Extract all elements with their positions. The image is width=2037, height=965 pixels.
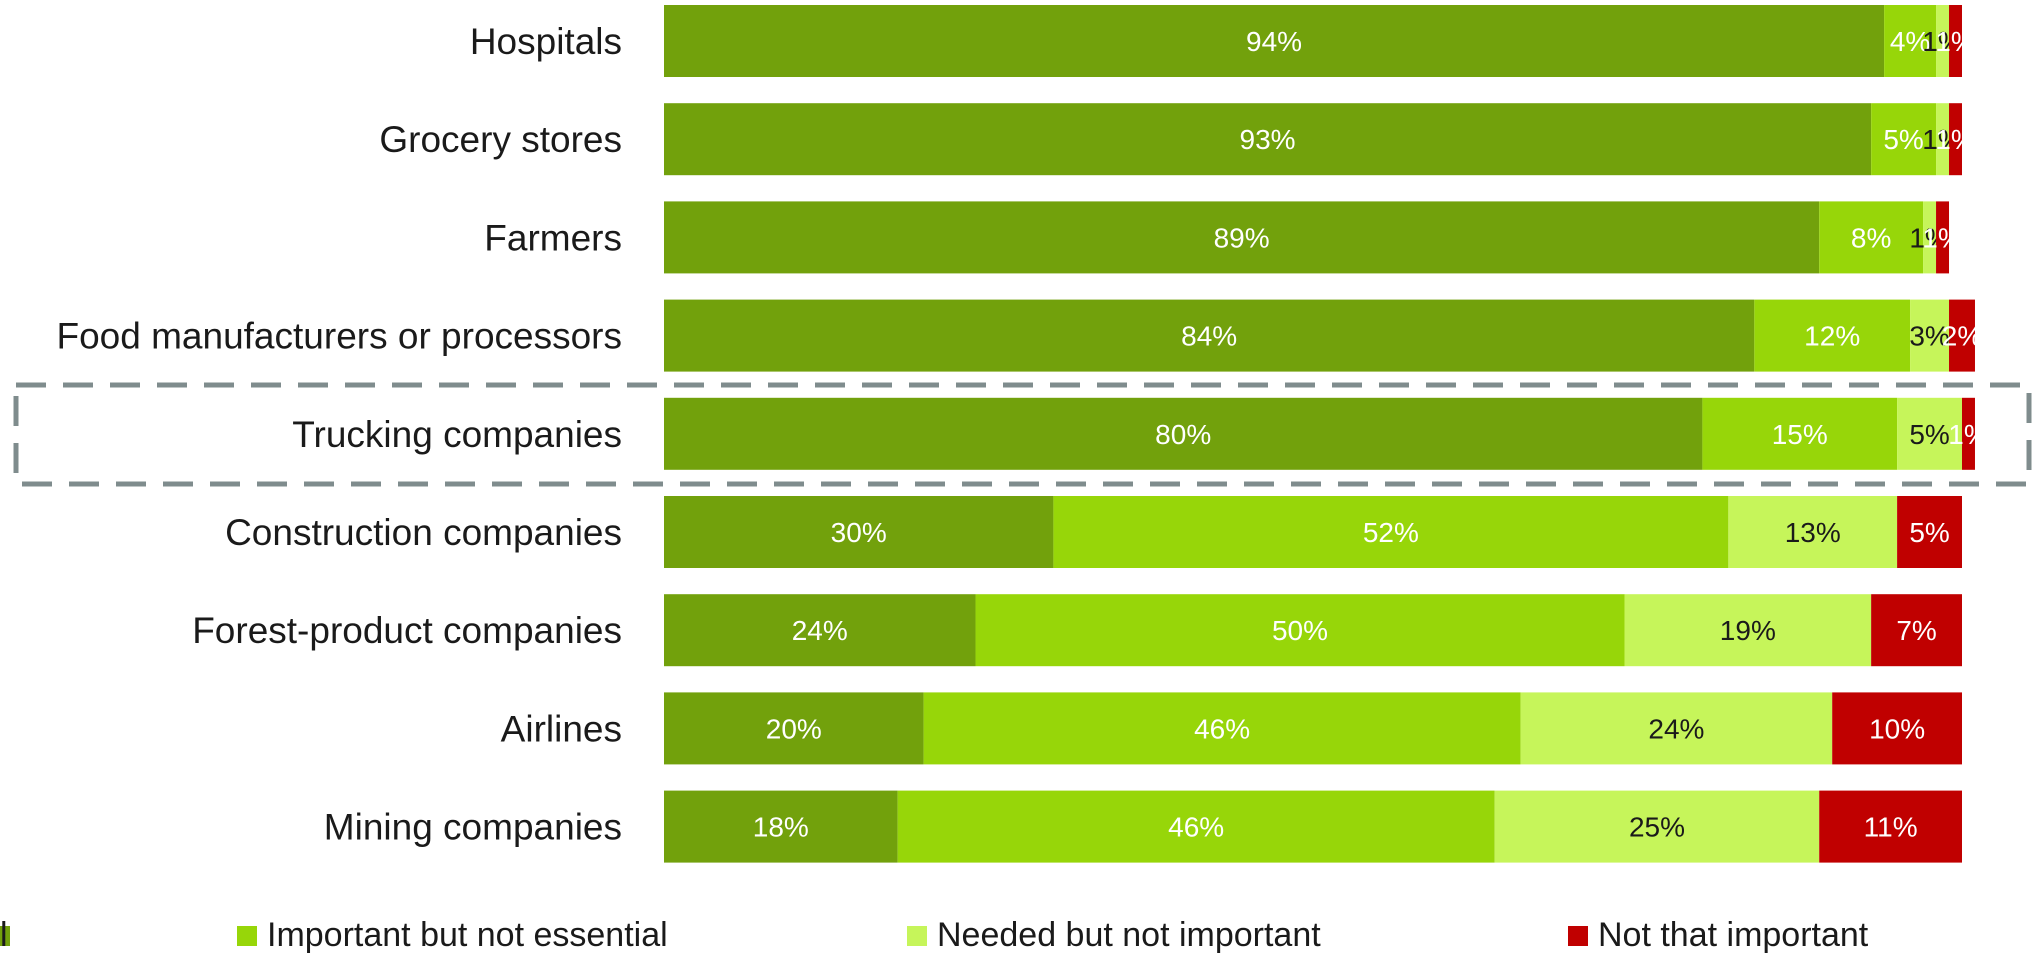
bar-segment-grocery-stores-s1 — [1871, 103, 1937, 176]
bar-segment-hospitals-s3 — [1949, 5, 1962, 77]
data-label-airlines-s2: 24% — [1648, 713, 1704, 744]
legend-label-s3: Not that important — [1598, 916, 1869, 954]
legend-swatch-s0 — [0, 926, 10, 946]
legend-label-s2: Needed but not important — [937, 916, 1321, 954]
bar-segment-airlines-s0 — [664, 692, 924, 765]
bar-segment-airlines-s3 — [1832, 692, 1962, 765]
data-label-forest-product-companies-s0: 24% — [792, 615, 848, 646]
data-label-trucking-companies-s1: 15% — [1772, 419, 1828, 450]
data-label-food-manufacturers-or-processors-s2: 3% — [1909, 321, 1949, 352]
bar-segment-forest-product-companies-s1 — [975, 594, 1625, 667]
data-label-construction-companies-s1: 52% — [1363, 517, 1419, 548]
data-label-forest-product-companies-s1: 50% — [1272, 615, 1328, 646]
bar-segment-food-manufacturers-or-processors-s3 — [1949, 299, 1975, 372]
bar-segment-food-manufacturers-or-processors-s1 — [1754, 299, 1911, 372]
bar-segment-airlines-s1 — [923, 692, 1521, 765]
bar-segment-trucking-companies-s2 — [1897, 397, 1962, 470]
bar-segment-trucking-companies-s1 — [1702, 397, 1898, 470]
bar-segment-farmers-s3 — [1936, 201, 1950, 274]
data-label-grocery-stores-s0: 93% — [1240, 124, 1296, 155]
data-label-mining-companies-s0: 18% — [753, 812, 809, 843]
data-label-grocery-stores-s1: 5% — [1883, 124, 1923, 155]
bar-segment-forest-product-companies-s2 — [1624, 594, 1872, 667]
legend-swatch-s1 — [237, 926, 257, 946]
data-label-food-manufacturers-or-processors-s3: 2% — [1942, 321, 1982, 352]
bar-segment-farmers-s1 — [1819, 201, 1924, 274]
data-label-construction-companies-s3: 5% — [1909, 517, 1949, 548]
bar-segment-forest-product-companies-s0 — [664, 594, 976, 667]
category-label-construction-companies: Construction companies — [225, 512, 622, 553]
bar-segment-grocery-stores-s0 — [664, 103, 1872, 176]
data-label-hospitals-s1: 4% — [1890, 26, 1930, 57]
bar-segment-food-manufacturers-or-processors-s2 — [1910, 299, 1950, 372]
data-label-mining-companies-s1: 46% — [1168, 812, 1224, 843]
bar-segment-construction-companies-s0 — [664, 496, 1054, 568]
category-label-farmers: Farmers — [484, 217, 622, 258]
bar-segment-hospitals-s0 — [664, 5, 1885, 77]
data-label-airlines-s0: 20% — [766, 713, 822, 744]
legend-swatch-s3 — [1568, 926, 1588, 946]
bars: 94% 4%1%1%93% 5%1%1%89% 8% 1%1%84% 12% 3%2%80%… — [664, 5, 1989, 863]
data-label-farmers-s1: 8% — [1851, 222, 1891, 253]
bar-segment-farmers-s0 — [664, 201, 1820, 274]
bar-segment-mining-companies-s2 — [1494, 790, 1820, 863]
category-label-food-manufacturers-or-processors: Food manufacturers or processors — [56, 316, 622, 357]
category-label-grocery-stores: Grocery stores — [379, 119, 622, 160]
data-label-food-manufacturers-or-processors-s0: 84% — [1181, 321, 1237, 352]
data-label-farmers-s3: 1% — [1922, 222, 1962, 253]
bar-segment-airlines-s2 — [1520, 692, 1833, 765]
category-labels: Hospitals Grocery stores Farmers Food manuf… — [56, 21, 622, 848]
bar-segment-trucking-companies-s0 — [664, 397, 1703, 470]
data-label-forest-product-companies-s3: 7% — [1896, 615, 1936, 646]
data-label-construction-companies-s2: 13% — [1785, 517, 1841, 548]
bar-segment-trucking-companies-s3 — [1962, 397, 1975, 470]
bar-segment-hospitals-s2 — [1936, 5, 1950, 77]
legend-label-s0: l — [0, 916, 8, 954]
bar-segment-grocery-stores-s2 — [1936, 103, 1950, 176]
bar-segment-mining-companies-s0 — [664, 790, 898, 863]
legend-swatch-s2 — [907, 926, 927, 946]
data-label-grocery-stores-s3: 1% — [1935, 124, 1975, 155]
category-label-forest-product-companies: Forest-product companies — [192, 610, 622, 651]
highlight-box — [13, 382, 2032, 487]
data-label-construction-companies-s0: 30% — [831, 517, 887, 548]
data-label-food-manufacturers-or-processors-s1: 12% — [1804, 321, 1860, 352]
data-label-mining-companies-s2: 25% — [1629, 812, 1685, 843]
data-label-airlines-s1: 46% — [1194, 713, 1250, 744]
data-label-airlines-s3: 10% — [1869, 713, 1925, 744]
legend-label-s1: Important but not essential — [267, 916, 668, 954]
category-label-hospitals: Hospitals — [470, 21, 622, 62]
bar-segment-forest-product-companies-s3 — [1871, 594, 1962, 667]
bar-segment-construction-companies-s2 — [1728, 496, 1898, 568]
data-label-forest-product-companies-s2: 19% — [1720, 615, 1776, 646]
bar-segment-mining-companies-s3 — [1819, 790, 1962, 863]
bar-segment-construction-companies-s3 — [1897, 496, 1962, 568]
data-label-hospitals-s0: 94% — [1246, 26, 1302, 57]
bar-segment-construction-companies-s1 — [1053, 496, 1729, 568]
bar-segment-mining-companies-s1 — [897, 790, 1495, 863]
data-label-trucking-companies-s0: 80% — [1155, 419, 1211, 450]
category-label-mining-companies: Mining companies — [324, 807, 622, 848]
data-label-trucking-companies-s3: 1% — [1948, 419, 1988, 450]
data-label-trucking-companies-s2: 5% — [1909, 419, 1949, 450]
category-label-airlines: Airlines — [501, 708, 622, 749]
bar-segment-food-manufacturers-or-processors-s0 — [664, 299, 1755, 372]
data-label-hospitals-s3: 1% — [1935, 26, 1975, 57]
category-label-trucking-companies: Trucking companies — [292, 414, 622, 455]
data-label-farmers-s0: 89% — [1214, 222, 1270, 253]
bar-segment-hospitals-s1 — [1884, 5, 1937, 77]
bar-segment-farmers-s2 — [1923, 201, 1937, 274]
data-label-mining-companies-s3: 11% — [1864, 812, 1918, 843]
legend: l Important but not essential Needed but n… — [0, 916, 1869, 954]
bar-segment-grocery-stores-s3 — [1949, 103, 1962, 176]
